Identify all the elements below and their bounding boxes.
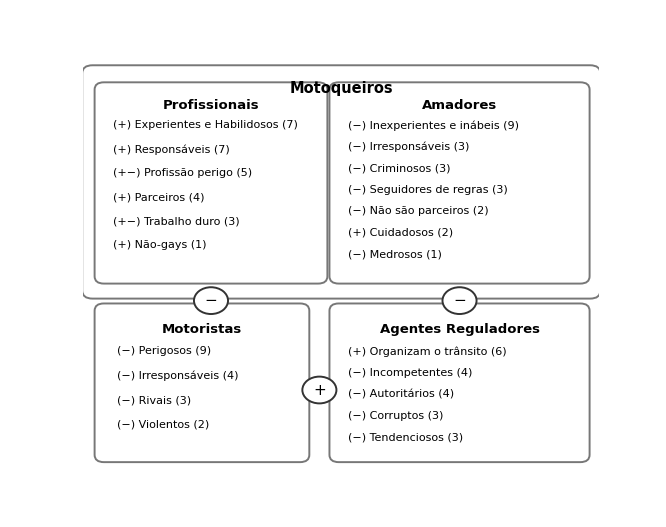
Text: (+) Cuidadosos (2): (+) Cuidadosos (2) (348, 228, 453, 238)
Text: (−) Irresponsáveis (3): (−) Irresponsáveis (3) (348, 142, 470, 152)
FancyBboxPatch shape (330, 82, 589, 284)
Text: (−) Medrosos (1): (−) Medrosos (1) (348, 249, 442, 259)
Text: −: − (204, 293, 217, 308)
Text: (−) Inexperientes e inábeis (9): (−) Inexperientes e inábeis (9) (348, 120, 519, 131)
Text: Motoqueiros: Motoqueiros (290, 81, 393, 96)
FancyBboxPatch shape (330, 304, 589, 462)
Text: (+) Responsáveis (7): (+) Responsáveis (7) (113, 144, 230, 154)
Text: (−) Perigosos (9): (−) Perigosos (9) (117, 346, 211, 356)
FancyBboxPatch shape (95, 304, 309, 462)
Text: (−) Não são parceiros (2): (−) Não são parceiros (2) (348, 207, 489, 217)
Circle shape (194, 287, 228, 314)
Text: +: + (313, 383, 326, 397)
FancyBboxPatch shape (95, 82, 328, 284)
Text: Amadores: Amadores (422, 99, 497, 112)
Text: (−) Irresponsáveis (4): (−) Irresponsáveis (4) (117, 370, 238, 381)
Text: (+) Organizam o trânsito (6): (+) Organizam o trânsito (6) (348, 346, 507, 357)
Text: (+−) Profissão perigo (5): (+−) Profissão perigo (5) (113, 168, 252, 178)
Text: (+) Não-gays (1): (+) Não-gays (1) (113, 240, 206, 250)
Text: (−) Seguidores de regras (3): (−) Seguidores de regras (3) (348, 185, 507, 195)
Text: Agentes Reguladores: Agentes Reguladores (380, 323, 539, 336)
Text: −: − (453, 293, 466, 308)
Text: (−) Rivais (3): (−) Rivais (3) (117, 395, 191, 405)
Circle shape (302, 377, 336, 403)
Text: (+−) Trabalho duro (3): (+−) Trabalho duro (3) (113, 216, 240, 226)
Circle shape (442, 287, 477, 314)
Text: (+) Parceiros (4): (+) Parceiros (4) (113, 192, 204, 202)
Text: (−) Criminosos (3): (−) Criminosos (3) (348, 163, 450, 173)
Text: (−) Autoritários (4): (−) Autoritários (4) (348, 389, 454, 399)
Text: (−) Violentos (2): (−) Violentos (2) (117, 419, 209, 430)
Text: Motoristas: Motoristas (162, 323, 242, 336)
Text: (−) Corruptos (3): (−) Corruptos (3) (348, 411, 444, 421)
Text: Profissionais: Profissionais (163, 99, 259, 112)
Text: (−) Tendenciosos (3): (−) Tendenciosos (3) (348, 432, 463, 442)
FancyBboxPatch shape (82, 65, 601, 299)
Text: (−) Incompetentes (4): (−) Incompetentes (4) (348, 368, 472, 378)
Text: (+) Experientes e Habilidosos (7): (+) Experientes e Habilidosos (7) (113, 120, 298, 130)
